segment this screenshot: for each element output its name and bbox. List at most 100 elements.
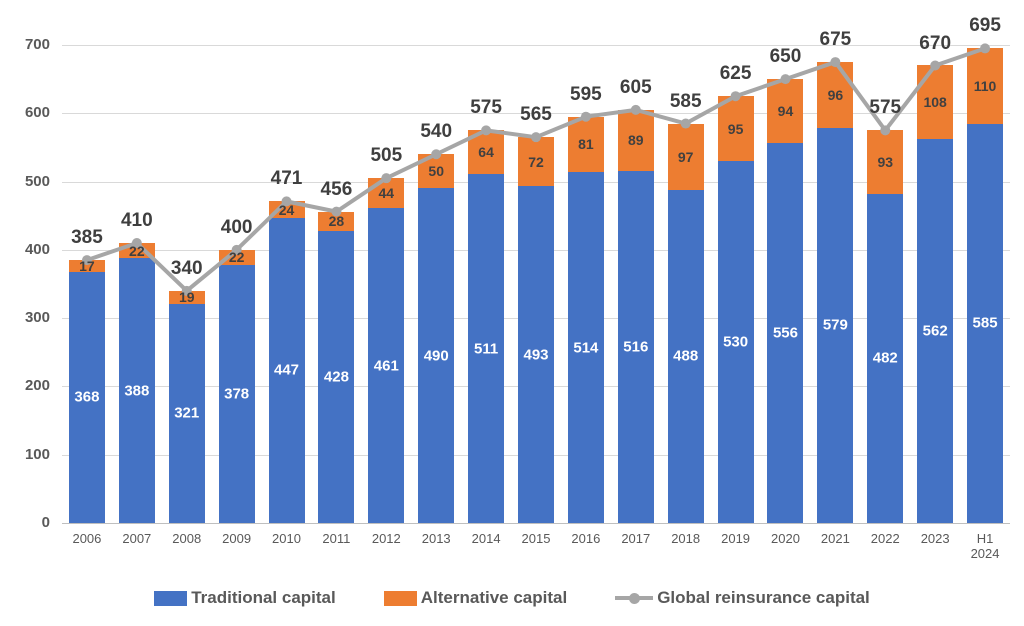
line-marker-icon (431, 149, 442, 160)
total-value-label: 565 (520, 104, 552, 126)
bar-2008-alternative (168, 290, 205, 304)
alternative-value-label: 97 (677, 148, 694, 165)
bar-2010-traditional (268, 217, 305, 523)
y-tick-700: 700 (24, 36, 50, 53)
bar-2022-traditional (867, 193, 904, 523)
bar-2021-traditional (817, 127, 854, 523)
total-value-label: 625 (719, 63, 752, 85)
gridline-700 (62, 45, 1010, 46)
alternative-value-label: 64 (478, 144, 494, 161)
traditional-value-label: 428 (323, 368, 349, 386)
line-marker-icon (331, 206, 342, 217)
x-tick-2008: 2008 (172, 531, 202, 546)
alternative-value-label: 28 (328, 213, 345, 230)
line-marker-icon (481, 125, 492, 136)
legend-label-alternative-capital: Alternative capital (420, 588, 568, 607)
total-value-label: 456 (320, 178, 353, 200)
bar-2014-traditional (468, 174, 505, 523)
traditional-value-label: 482 (872, 349, 898, 367)
x-tick-2017: 2017 (621, 531, 651, 546)
legend: Traditional capital Alternative capital … (0, 588, 1024, 608)
traditional-value-label: 516 (623, 338, 649, 356)
traditional-capital-swatch (154, 590, 188, 606)
line-marker-icon (231, 244, 242, 255)
alternative-value-label: 94 (777, 103, 794, 120)
traditional-value-label: 585 (972, 314, 998, 332)
bar-H1-2024-traditional (967, 123, 1004, 523)
x-tick-2018: 2018 (671, 531, 701, 546)
alternative-value-label: 24 (278, 201, 295, 218)
bar-2009-traditional (218, 264, 255, 523)
traditional-value-label: 488 (673, 347, 699, 365)
line-marker-icon (830, 57, 841, 68)
legend-item-global-reinsurance-capital: Global reinsurance capital (615, 588, 870, 608)
bar-2019-alternative (717, 96, 754, 162)
traditional-value-label: 461 (373, 357, 399, 375)
x-tick-2021: 2021 (820, 531, 850, 546)
line-marker-icon (980, 43, 991, 54)
alternative-value-label: 19 (178, 289, 195, 306)
x-tick-2014: 2014 (471, 531, 501, 546)
total-value-label: 400 (220, 216, 253, 238)
alternative-value-label: 96 (827, 86, 844, 103)
x-tick-H1-2024: H1 2024 (970, 531, 1000, 561)
traditional-value-label: 321 (174, 404, 200, 422)
bar-2009-alternative (218, 249, 255, 265)
alternative-value-label: 110 (973, 77, 997, 94)
x-tick-2009: 2009 (222, 531, 252, 546)
alternative-capital-swatch (383, 590, 417, 606)
alternative-value-label: 89 (627, 132, 644, 149)
legend-label-traditional-capital: Traditional capital (191, 588, 336, 607)
x-tick-2006: 2006 (72, 531, 102, 546)
traditional-value-label: 556 (772, 324, 798, 342)
total-value-label: 650 (769, 46, 802, 68)
bar-2011-alternative (318, 211, 355, 231)
alternative-value-label: 108 (923, 94, 947, 111)
total-value-label: 505 (370, 145, 403, 167)
traditional-value-label: 378 (224, 385, 250, 403)
line-marker-icon (181, 285, 192, 296)
traditional-value-label: 368 (74, 388, 100, 406)
alternative-value-label: 72 (528, 153, 544, 170)
gridline-600 (62, 113, 1010, 115)
x-tick-2012: 2012 (371, 531, 401, 546)
line-marker-icon (930, 60, 941, 71)
line-marker-icon (680, 118, 691, 129)
x-tick-2011: 2011 (322, 531, 351, 546)
traditional-value-label: 447 (274, 361, 300, 379)
bar-2020-alternative (767, 79, 804, 144)
bar-2022-alternative (867, 130, 904, 194)
bar-2012-alternative (368, 178, 405, 209)
global-reinsurance-capital-line (81, 43, 991, 296)
traditional-value-label: 514 (573, 339, 599, 356)
traditional-value-label: 388 (124, 382, 150, 400)
bar-H1-2024-alternative (967, 48, 1004, 124)
x-tick-2019: 2019 (721, 531, 751, 546)
line-marker-icon (381, 173, 392, 184)
line-marker-icon (630, 104, 641, 115)
bar-2015-traditional (518, 186, 554, 523)
traditional-value-label: 530 (723, 333, 749, 351)
alternative-value-label: 22 (228, 249, 245, 266)
total-value-label: 670 (919, 32, 952, 54)
alternative-value-label: 44 (378, 185, 395, 202)
total-value-label: 605 (619, 76, 652, 98)
total-value-label: 471 (270, 168, 303, 190)
total-value-label: 595 (570, 83, 602, 105)
alternative-value-label: 81 (578, 136, 594, 153)
bar-2006-traditional (68, 271, 105, 523)
line-marker-icon (880, 125, 891, 136)
total-value-label: 340 (170, 257, 203, 279)
x-tick-2007: 2007 (122, 531, 152, 546)
x-tick-2016: 2016 (571, 531, 601, 546)
x-tick-2022: 2022 (870, 531, 900, 546)
bar-2006-alternative (68, 260, 105, 272)
bar-2018-alternative (667, 123, 704, 190)
plot-area: 368 17 385 388 22 410 321 19 340 378 22 400 447 24 471… (62, 16, 1010, 524)
y-tick-100: 100 (24, 445, 50, 463)
line-marker-icon (81, 255, 92, 266)
line-marker-icon (131, 238, 142, 249)
bar-2017-alternative (617, 109, 654, 171)
bar-2020-traditional (767, 143, 804, 523)
